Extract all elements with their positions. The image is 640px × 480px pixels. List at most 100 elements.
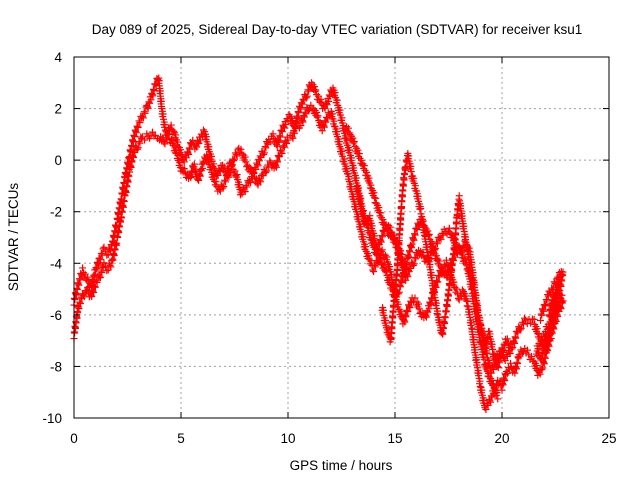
data-point <box>378 232 386 240</box>
data-point <box>344 124 352 132</box>
data-point <box>187 174 195 182</box>
data-point <box>241 188 249 196</box>
data-point <box>415 305 423 313</box>
data-point <box>257 178 265 186</box>
data-point <box>195 139 203 147</box>
data-point <box>283 139 291 147</box>
data-point <box>103 251 111 259</box>
data-point <box>485 369 493 377</box>
data-point <box>538 366 546 374</box>
data-point <box>289 134 297 142</box>
data-point <box>539 364 547 372</box>
data-point <box>511 369 519 377</box>
data-point <box>501 342 509 350</box>
data-point <box>147 96 155 104</box>
data-point <box>394 290 402 298</box>
data-point <box>200 159 208 167</box>
data-point <box>149 92 157 100</box>
data-point <box>382 268 390 276</box>
data-point <box>241 153 249 161</box>
data-point <box>489 380 497 388</box>
data-point <box>493 389 501 397</box>
data-point <box>115 229 123 237</box>
data-point <box>445 269 452 277</box>
y-axis-label: SDTVAR / TECUs <box>6 183 21 292</box>
data-point <box>378 246 386 254</box>
data-point <box>488 377 496 385</box>
data-point <box>388 229 396 237</box>
data-point <box>425 232 433 240</box>
data-point <box>133 122 141 130</box>
data-point <box>89 287 97 295</box>
data-point <box>354 146 362 154</box>
data-point <box>445 224 453 232</box>
data-point <box>232 150 240 158</box>
data-point <box>164 130 172 138</box>
data-point <box>533 325 541 333</box>
data-point <box>406 304 414 312</box>
data-point <box>372 194 380 202</box>
data-point <box>499 381 507 389</box>
data-point <box>253 160 261 168</box>
data-point <box>452 231 460 239</box>
data-point <box>483 339 491 347</box>
data-point <box>166 124 174 132</box>
data-point <box>320 122 328 130</box>
data-point <box>312 86 320 94</box>
data-point <box>399 182 407 190</box>
data-point <box>343 123 351 131</box>
data-markers <box>70 74 567 413</box>
data-point <box>538 350 546 358</box>
data-point <box>219 184 227 192</box>
data-point <box>430 245 438 253</box>
data-point <box>405 253 413 261</box>
data-point <box>411 231 419 239</box>
data-point <box>129 154 137 162</box>
data-point <box>149 85 157 93</box>
data-point <box>545 330 553 338</box>
data-point <box>439 231 447 239</box>
data-point <box>88 293 96 301</box>
data-point <box>310 83 318 91</box>
data-point <box>294 114 302 122</box>
data-point <box>303 92 311 100</box>
data-point <box>126 168 134 176</box>
data-point <box>514 359 522 367</box>
data-point <box>409 235 417 243</box>
x-tick-label: 25 <box>601 431 616 446</box>
data-point <box>499 347 507 355</box>
data-point <box>122 189 130 197</box>
data-point <box>219 161 227 169</box>
data-point <box>512 365 520 373</box>
data-point <box>412 255 420 263</box>
data-point <box>536 370 544 378</box>
data-point <box>84 273 92 281</box>
data-point <box>269 130 277 138</box>
data-point <box>144 104 152 112</box>
data-point <box>547 326 555 334</box>
data-point <box>98 269 106 277</box>
data-point <box>289 117 297 125</box>
data-point <box>278 128 286 136</box>
data-point <box>119 203 127 211</box>
data-point <box>377 209 385 217</box>
data-point <box>516 326 524 334</box>
data-point <box>543 297 551 305</box>
data-point <box>486 397 494 405</box>
data-point <box>141 109 149 117</box>
data-point <box>176 159 184 167</box>
data-point <box>297 105 305 113</box>
data-point <box>290 128 298 136</box>
data-point <box>400 317 408 325</box>
data-point <box>398 193 406 201</box>
data-point <box>313 108 321 116</box>
data-point <box>410 260 418 268</box>
data-point <box>401 312 409 320</box>
data-point <box>400 271 408 279</box>
data-point <box>272 163 280 171</box>
data-point <box>250 169 258 177</box>
data-point <box>134 123 142 131</box>
data-point <box>262 169 270 177</box>
data-point <box>255 157 263 165</box>
data-point <box>273 157 281 165</box>
